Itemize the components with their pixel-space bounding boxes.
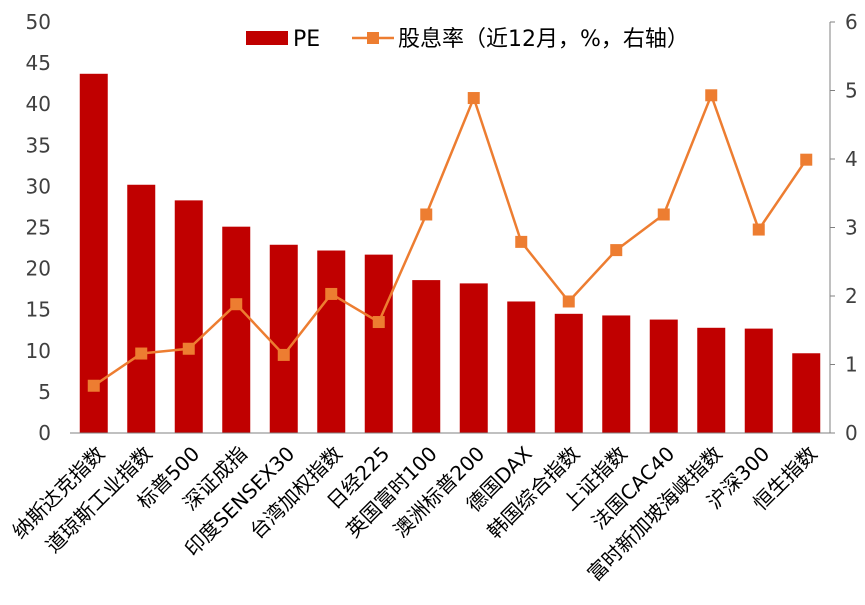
- left-tick-label: 50: [26, 10, 51, 34]
- right-tick-label: 4: [845, 147, 858, 171]
- dividend-marker: [562, 295, 575, 308]
- right-tick-label: 2: [845, 284, 858, 308]
- right-tick-label: 1: [845, 353, 858, 377]
- left-tick-label: 20: [26, 257, 51, 281]
- pe-bar: [127, 184, 156, 433]
- pe-bar: [649, 319, 678, 433]
- dividend-marker: [610, 244, 623, 257]
- legend-pe-label: PE: [293, 27, 320, 52]
- category-labels: 纳斯达克指数道琼斯工业指数标普500深证成指印度SENSEX30台湾加权指数日经…: [7, 441, 821, 585]
- right-tick-label: 5: [845, 79, 858, 103]
- dividend-marker: [420, 208, 433, 221]
- dividend-marker: [325, 287, 338, 300]
- left-tick-label: 35: [26, 133, 51, 157]
- right-axis: 0 1 2 3 4 5 6: [829, 10, 858, 445]
- dividend-marker: [135, 347, 148, 360]
- pe-bars: [70, 73, 830, 434]
- pe-bar: [697, 327, 726, 433]
- dividend-marker: [657, 208, 670, 221]
- left-tick-label: 0: [38, 421, 51, 445]
- right-tick-label: 6: [845, 10, 858, 34]
- pe-bar: [744, 328, 773, 433]
- pe-bar: [554, 313, 583, 433]
- dividend-marker: [372, 316, 385, 329]
- left-tick-label: 45: [26, 51, 51, 75]
- legend-dividend-marker: [367, 32, 379, 44]
- legend: PE 股息率（近12月，%，右轴）: [246, 27, 689, 52]
- pe-bar: [412, 280, 441, 433]
- right-tick-label: 3: [845, 216, 858, 240]
- dividend-marker: [467, 92, 480, 105]
- pe-bar: [269, 244, 298, 433]
- pe-bar: [507, 301, 536, 433]
- left-tick-label: 10: [26, 339, 51, 363]
- dividend-marker: [752, 223, 765, 236]
- pe-bar: [174, 200, 203, 433]
- dividend-line: [87, 89, 813, 392]
- dividend-series-line: [93, 94, 808, 387]
- left-tick-label: 25: [26, 216, 51, 240]
- dividend-marker: [705, 89, 718, 102]
- pe-bar: [602, 315, 631, 433]
- dividend-marker: [230, 298, 243, 311]
- pe-bar: [792, 353, 821, 433]
- dividend-marker: [87, 379, 100, 392]
- dividend-marker: [515, 235, 528, 248]
- pe-bar: [222, 226, 251, 433]
- left-tick-label: 40: [26, 92, 51, 116]
- right-tick-label: 0: [845, 421, 858, 445]
- pe-bar: [459, 283, 488, 433]
- pe-bar: [79, 73, 108, 433]
- dividend-marker: [277, 348, 290, 361]
- dividend-marker: [800, 153, 813, 166]
- left-tick-label: 30: [26, 174, 51, 198]
- legend-dividend-label: 股息率（近12月，%，右轴）: [398, 27, 689, 52]
- dividend-marker: [182, 342, 195, 355]
- legend-pe-swatch: [246, 31, 288, 45]
- left-tick-label: 5: [38, 380, 51, 404]
- left-tick-label: 15: [26, 298, 51, 322]
- pe-bar: [364, 254, 393, 433]
- pe-bar: [317, 250, 346, 433]
- left-axis: 0 5 10 15 20 25 30 35 40 45 50: [26, 10, 51, 445]
